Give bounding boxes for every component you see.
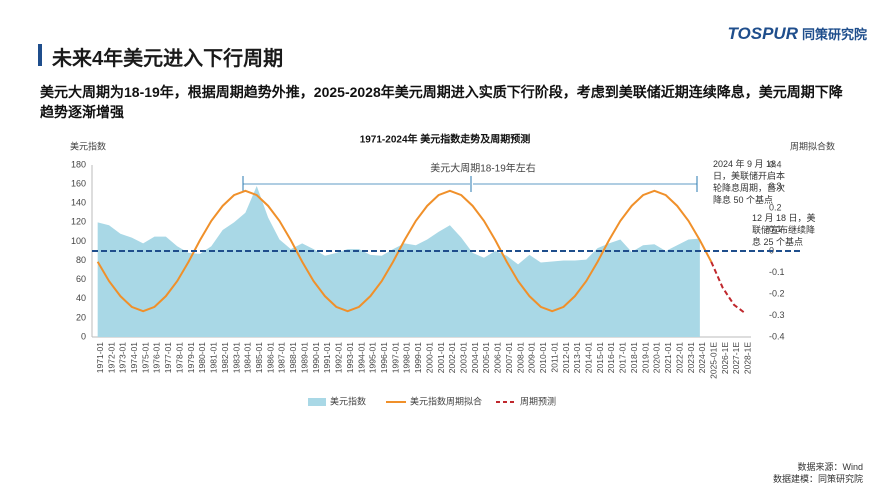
logo: TOSPUR 同策研究院	[727, 24, 867, 44]
x-tick-label: 2004-01	[470, 342, 480, 373]
y2-tick-label: -0.4	[769, 331, 785, 341]
x-tick-label: 2013-01	[572, 342, 582, 373]
y2-tick-label: -0.3	[769, 310, 785, 320]
x-tick-label: 1978-01	[174, 342, 184, 373]
y-tick-label: 80	[76, 255, 86, 265]
annotation: 美元大周期18-19年左右	[430, 162, 536, 175]
y-tick-label: 60	[76, 274, 86, 284]
area	[97, 186, 700, 337]
x-tick-label: 2026-1E	[720, 342, 730, 374]
x-tick-label: 2012-01	[561, 342, 571, 373]
x-tick-label: 1977-01	[163, 342, 173, 373]
x-tick-label: 1989-01	[299, 342, 309, 373]
logo-sub: 同策研究院	[801, 27, 867, 42]
x-tick-label: 1993-01	[345, 342, 355, 373]
x-tick-label: 1983-01	[231, 342, 241, 373]
x-tick-label: 1979-01	[186, 342, 196, 373]
x-tick-label: 1987-01	[277, 342, 287, 373]
x-tick-label: 2003-01	[459, 342, 469, 373]
x-tick-label: 1971-01	[95, 342, 105, 373]
model: 数据建模：同策研究院	[772, 474, 863, 484]
x-tick-label: 2007-01	[504, 342, 514, 373]
x-tick-label: 1995-01	[368, 342, 378, 373]
slide-title: 未来4年美元进入下行周期	[52, 48, 284, 70]
x-tick-label: 1981-01	[209, 342, 219, 373]
x-tick-label: 2000-01	[424, 342, 434, 373]
y2-tick-label: 0.4	[769, 159, 782, 169]
x-tick-label: 1988-01	[288, 342, 298, 373]
x-tick-label: 1991-01	[322, 342, 332, 373]
y2-tick-label: 0.1	[769, 224, 782, 234]
x-tick-label: 2017-01	[618, 342, 628, 373]
y-tick-label: 120	[71, 217, 86, 227]
x-tick-label: 1974-01	[129, 342, 139, 373]
x-tick-label: 1984-01	[243, 342, 253, 373]
y2-tick-label: 0.2	[769, 202, 782, 212]
x-tick-label: 1990-01	[311, 342, 321, 373]
x-tick-label: 2002-01	[447, 342, 457, 373]
x-tick-label: 2018-01	[629, 342, 639, 373]
x-tick-label: 2022-01	[674, 342, 684, 373]
x-tick-label: 1982-01	[220, 342, 230, 373]
x-tick-label: 2024-01	[697, 342, 707, 373]
x-tick-label: 1973-01	[118, 342, 128, 373]
legend-label: 美元指数周期拟合	[410, 395, 482, 406]
source: 数据来源：Wind	[797, 462, 863, 472]
x-tick-label: 1997-01	[390, 342, 400, 373]
x-tick-label: 1986-01	[265, 342, 275, 373]
x-tick-label: 2021-01	[663, 342, 673, 373]
y-axis-label: 美元指数	[70, 140, 106, 151]
x-tick-label: 2008-01	[515, 342, 525, 373]
y-tick-label: 180	[71, 159, 86, 169]
x-tick-label: 2006-01	[493, 342, 503, 373]
x-tick-label: 2016-01	[606, 342, 616, 373]
y2-tick-label: 0.3	[769, 181, 782, 191]
x-tick-label: 2027-1E	[731, 342, 741, 374]
x-tick-label: 2014-01	[584, 342, 594, 373]
y2-tick-label: -0.2	[769, 288, 785, 298]
x-tick-label: 1975-01	[140, 342, 150, 373]
annotation: 2024 年 9 月 18 日，美联储开启本轮降息周期，首次降息 50 个基点	[713, 159, 786, 205]
x-tick-label: 2011-01	[549, 342, 559, 373]
line	[96, 189, 713, 313]
x-tick-label: 2001-01	[436, 342, 446, 373]
x-tick-label: 1972-01	[106, 342, 116, 373]
legend-label: 周期预测	[520, 396, 556, 406]
x-tick-label: 2019-01	[640, 342, 650, 373]
y2-tick-label: -0.1	[769, 267, 785, 277]
x-tick-label: 2009-01	[527, 342, 537, 373]
x-tick-label: 1985-01	[254, 342, 264, 373]
y-tick-label: 0	[81, 331, 86, 341]
y-tick-label: 100	[71, 236, 86, 246]
x-tick-label: 2023-01	[686, 342, 696, 373]
logo-text: TOSPUR	[727, 24, 798, 43]
x-tick-label: 1992-01	[334, 342, 344, 373]
y-tick-label: 40	[76, 293, 86, 303]
y-tick-label: 140	[71, 198, 86, 208]
x-tick-label: 1976-01	[152, 342, 162, 373]
x-tick-label: 1994-01	[356, 342, 366, 373]
y-tick-label: 160	[71, 178, 86, 188]
subtitle: 美元大周期为18-19年，根据周期趋势外推，2025-2028年美元周期进入实质…	[40, 84, 843, 120]
chart-title: 1971-2024年 美元指数走势及周期预测	[360, 133, 531, 146]
x-tick-label: 1980-01	[197, 342, 207, 373]
y2-axis-label: 周期拟合数	[790, 140, 835, 151]
x-tick-label: 1996-01	[379, 342, 389, 373]
annotation: 12 月 18 日，美联储宣布继续降息 25 个基点	[752, 213, 816, 247]
x-tick-label: 2015-01	[595, 342, 605, 373]
title-bar	[38, 44, 42, 66]
x-tick-label: 1998-01	[402, 342, 412, 373]
line	[710, 261, 746, 315]
x-tick-label: 1999-01	[413, 342, 423, 373]
legend-label: 美元指数	[330, 395, 366, 406]
legend-swatch	[308, 398, 326, 406]
x-tick-label: 2010-01	[538, 342, 548, 373]
y-tick-label: 20	[76, 312, 86, 322]
x-tick-label: 2025-01E	[708, 342, 718, 379]
x-tick-label: 2020-01	[652, 342, 662, 373]
x-tick-label: 2005-01	[481, 342, 491, 373]
x-tick-label: 2028-1E	[743, 342, 753, 374]
